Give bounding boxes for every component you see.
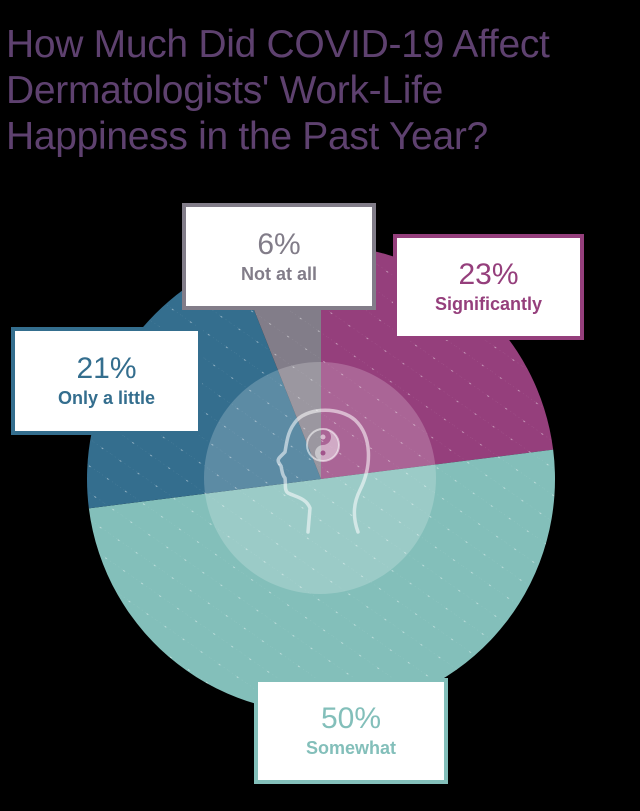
title-line-2: Dermatologists' Work-Life [6, 69, 444, 112]
significantly-category: Significantly [434, 294, 542, 314]
inner-circle-overlay [204, 362, 436, 594]
head-with-yin-yang-icon [276, 408, 371, 534]
title-line-3: Happiness in the Past Year? [6, 115, 488, 158]
yin-yang-icon [315, 429, 339, 461]
not-at-all-category: Not at all [240, 263, 317, 284]
slice-texture [87, 261, 322, 509]
only-a-little-percent: 21% [76, 352, 137, 385]
label-significantly: 23% Significantly [393, 234, 584, 340]
slice-texture [321, 245, 554, 479]
label-only-a-little: 21% Only a little [11, 327, 202, 435]
only-a-little-category: Only a little [57, 388, 156, 408]
significantly-percent: 23% [458, 258, 519, 291]
label-not-at-all: 6% Not at all [182, 203, 376, 310]
title-line-1: How Much Did COVID-19 Affect [6, 23, 550, 66]
somewhat-percent: 50% [320, 702, 382, 735]
not-at-all-percent: 6% [257, 227, 301, 261]
label-somewhat: 50% Somewhat [254, 678, 448, 784]
slice-texture [88, 449, 556, 713]
chart-title: How Much Did COVID-19 Affect Dermatologi… [6, 22, 636, 160]
somewhat-category: Somewhat [305, 738, 397, 758]
